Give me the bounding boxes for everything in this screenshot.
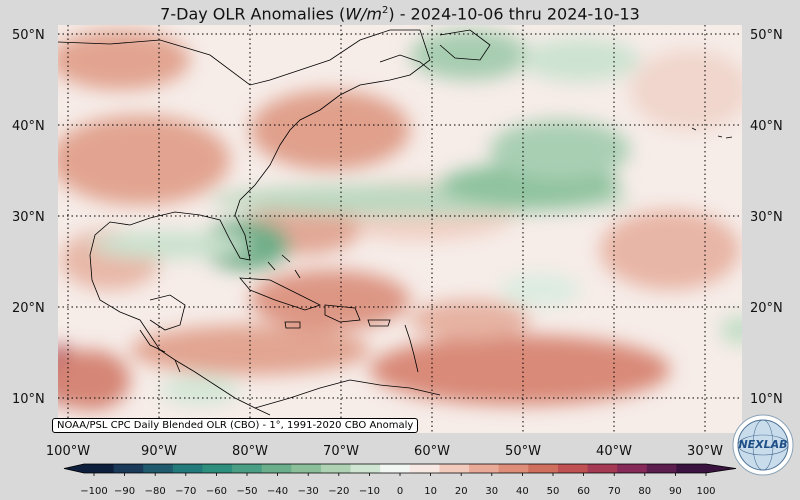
colorbar: −100 −90 −80 −70 −60 −50 −40 −30 −20 −10 0 10 20 30 40… — [63, 463, 737, 497]
colorbar-tick-label: −40 — [267, 486, 288, 497]
lat-label-right: 30°N — [750, 210, 783, 225]
colorbar-min-arrow — [64, 464, 84, 473]
map-title: 7-Day OLR Anomalies (W/m2) - 2024-10-06 … — [160, 4, 640, 24]
colorbar-segment — [291, 464, 322, 473]
colorbar-tick-label: −80 — [145, 486, 166, 497]
colorbar-outline — [63, 463, 737, 474]
colorbar-segment — [261, 464, 292, 473]
colorbar-tick-label: −20 — [328, 486, 349, 497]
anomaly-field — [58, 25, 742, 433]
graticule — [58, 25, 742, 433]
lon-label: 50°W — [505, 444, 541, 459]
lon-label: 80°W — [232, 444, 268, 459]
colorbar-segment — [498, 464, 529, 473]
colorbar-tick-label: −30 — [298, 486, 319, 497]
logo-text: NEXLAB — [738, 438, 787, 451]
lat-label-right: 20°N — [750, 301, 783, 316]
colorbar-tick-label: 60 — [577, 486, 590, 497]
colorbar-tick-label: −60 — [206, 486, 227, 497]
colorbar-tick-label: 0 — [397, 486, 403, 497]
colorbar-max-arrow — [706, 464, 736, 473]
lon-label: 90°W — [141, 444, 177, 459]
lat-label-left: 30°N — [12, 210, 45, 225]
colorbar-segment — [380, 464, 411, 473]
colorbar-segment — [172, 464, 203, 473]
lat-label-left: 40°N — [12, 119, 45, 134]
coastlines — [58, 29, 733, 416]
colorbar-tick-label: 100 — [696, 486, 715, 497]
lat-label-right: 50°N — [750, 28, 783, 43]
lat-label-left: 20°N — [12, 301, 45, 316]
colorbar-tick-label: −100 — [80, 486, 107, 497]
colorbar-segment — [587, 464, 618, 473]
colorbar-segment — [409, 464, 440, 473]
colorbar-segment — [557, 464, 589, 473]
lat-label-left: 50°N — [12, 28, 45, 43]
colorbar-tick-label: −50 — [236, 486, 257, 497]
globe-logo-icon: NEXLAB — [732, 414, 794, 476]
colorbar-tick-label: 50 — [547, 486, 560, 497]
longitude-labels: 100°W 90°W 80°W 70°W 60°W 50°W 40°W 30°W — [46, 444, 723, 459]
colorbar-segment — [84, 464, 115, 473]
data-source-note: NOAA/PSL CPC Daily Blended OLR (CBO) - 1… — [52, 418, 419, 433]
colorbar-tick-label: 90 — [669, 486, 682, 497]
lat-label-right: 10°N — [750, 392, 783, 407]
lon-label: 100°W — [46, 444, 90, 459]
colorbar-tick-label: 10 — [424, 486, 437, 497]
colorbar-tick-label: 30 — [485, 486, 498, 497]
colorbar-segment — [646, 464, 677, 473]
lon-label: 70°W — [323, 444, 359, 459]
colorbar-segment — [143, 464, 174, 473]
colorbar-segment — [350, 464, 381, 473]
colorbar-segment — [202, 464, 233, 473]
lat-label-left: 10°N — [12, 392, 45, 407]
lon-label: 60°W — [414, 444, 450, 459]
lat-label-right: 40°N — [750, 119, 783, 134]
lon-label: 30°W — [687, 444, 723, 459]
colorbar-tick-label: 70 — [608, 486, 621, 497]
colorbar-tick-label: 40 — [516, 486, 529, 497]
latitude-labels-right: 50°N 40°N 30°N 20°N 10°N — [750, 28, 783, 407]
colorbar-segment — [617, 464, 648, 473]
colorbar-tick-label: −90 — [114, 486, 135, 497]
colorbar-segment — [232, 464, 263, 473]
colorbar-segment — [320, 464, 352, 473]
colorbar-segment — [676, 464, 707, 473]
colorbar-tick-label: 80 — [638, 486, 651, 497]
colorbar-segment — [528, 464, 559, 473]
colorbar-segment — [469, 464, 500, 473]
colorbar-segment — [113, 464, 144, 473]
lon-label: 40°W — [596, 444, 632, 459]
latitude-labels-left: 50°N 40°N 30°N 20°N 10°N — [12, 28, 45, 407]
colorbar-tick-label: −10 — [359, 486, 380, 497]
colorbar-tick-label: 20 — [455, 486, 468, 497]
colorbar-tick-label: −70 — [175, 486, 196, 497]
colorbar-segment — [439, 464, 470, 473]
